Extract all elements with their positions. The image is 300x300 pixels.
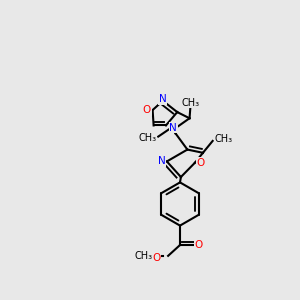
Text: O: O [195,240,203,250]
Text: O: O [143,105,151,115]
Text: CH₃: CH₃ [134,251,152,261]
Text: CH₃: CH₃ [139,133,157,143]
Text: N: N [159,94,167,104]
Text: O: O [152,253,160,263]
Text: N: N [169,123,177,133]
Text: CH₃: CH₃ [214,134,232,144]
Text: N: N [158,156,165,167]
Text: CH₃: CH₃ [182,98,200,108]
Text: O: O [196,158,205,168]
